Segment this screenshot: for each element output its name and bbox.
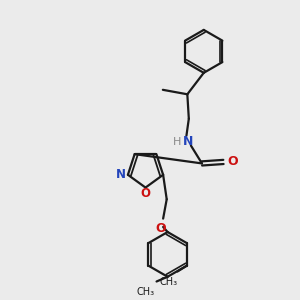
Text: N: N <box>116 168 126 181</box>
Text: O: O <box>155 222 166 235</box>
Text: H: H <box>173 137 181 147</box>
Text: CH₃: CH₃ <box>159 278 178 287</box>
Text: O: O <box>227 155 238 168</box>
Text: CH₃: CH₃ <box>136 286 154 297</box>
Text: O: O <box>140 187 150 200</box>
Text: N: N <box>183 135 193 148</box>
